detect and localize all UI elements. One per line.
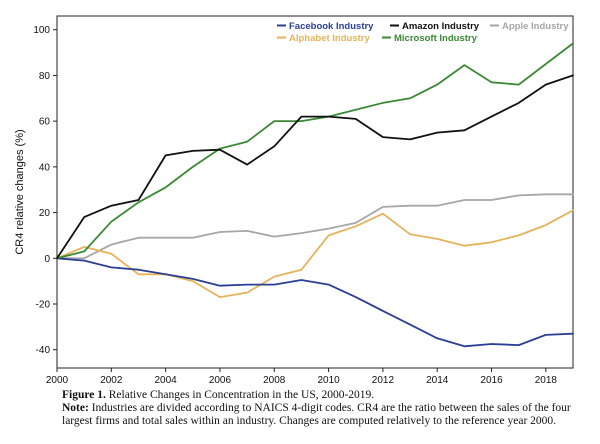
series-line-amazon-industry	[56, 74, 574, 260]
x-tick-label: 2016	[480, 375, 503, 385]
legend-label: Facebook Industry	[289, 21, 374, 32]
legend: Facebook Industry Amazon Industry Apple In…	[277, 21, 569, 44]
y-tick-label: 60	[39, 117, 51, 128]
plot-frame	[56, 15, 574, 369]
series-line-facebook-industry	[56, 257, 574, 348]
figure-title: Relative Changes in Concentration in the…	[105, 389, 375, 401]
x-tick-label: 2006	[209, 375, 232, 385]
y-tick-label: 20	[39, 208, 51, 219]
x-tick-label: 2012	[372, 375, 395, 385]
y-tick-label: 0	[44, 254, 50, 265]
y-tick-label: 100	[33, 25, 50, 36]
x-tick-label: 2018	[535, 375, 558, 385]
caption-title-line: Figure 1. Relative Changes in Concentrat…	[62, 389, 592, 402]
series-line-alphabet-industry	[56, 209, 574, 299]
x-tick-label: 2000	[46, 375, 69, 385]
note-label: Note:	[62, 402, 89, 414]
legend-label: Amazon Industry	[402, 21, 480, 32]
legend-label: Alphabet Industry	[289, 33, 370, 44]
caption-cut-line	[62, 428, 592, 434]
y-axis-label: CR4 relative changes (%)	[14, 129, 26, 254]
figure-caption: Figure 1. Relative Changes in Concentrat…	[62, 389, 592, 434]
series-line-microsoft-industry	[56, 42, 574, 260]
note-text: Industries are divided according to NAIC…	[62, 402, 571, 427]
series-lines	[56, 42, 574, 348]
series-line-apple-industry	[56, 193, 574, 260]
x-tick-label: 2010	[317, 375, 340, 385]
caption-note: Note: Industries are divided according t…	[62, 402, 592, 428]
y-tick-label: 80	[39, 71, 51, 82]
x-axis-ticks: 2000 2002 2004 2006 2008 2010 2012 2014 2016 2018	[46, 368, 558, 385]
y-tick-label: -40	[36, 345, 51, 356]
x-tick-label: 2008	[263, 375, 286, 385]
y-tick-label: -20	[36, 300, 51, 311]
y-tick-label: 40	[39, 162, 51, 173]
legend-label: Microsoft Industry	[394, 33, 478, 44]
legend-label: Apple Industry	[502, 21, 569, 32]
x-tick-label: 2014	[426, 375, 449, 385]
x-tick-label: 2002	[100, 375, 123, 385]
y-axis-ticks: -40 -20 0 20 40 60 80 100	[33, 25, 57, 356]
figure-label: Figure 1.	[62, 389, 106, 401]
x-tick-label: 2004	[155, 375, 178, 385]
